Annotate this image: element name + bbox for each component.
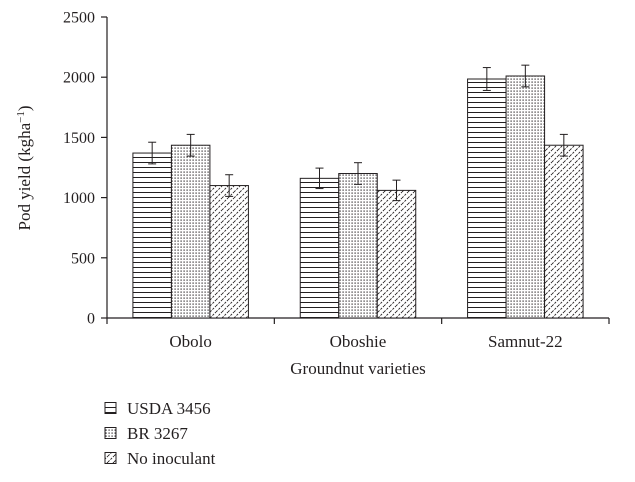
legend: USDA 3456 BR 3267 No inoculant bbox=[104, 399, 216, 468]
y-axis-label-close: ) bbox=[15, 105, 34, 111]
y-tick-label: 2000 bbox=[63, 70, 95, 87]
y-tick-label: 1500 bbox=[63, 130, 95, 147]
legend-label: BR 3267 bbox=[127, 424, 188, 443]
legend-swatch bbox=[104, 452, 117, 464]
legend-swatch bbox=[104, 402, 117, 414]
y-axis-ticks: 0 500 1000 1500 2000 2500 bbox=[63, 10, 107, 328]
bar bbox=[505, 75, 546, 319]
y-axis-label-sup: −1 bbox=[15, 111, 27, 123]
legend-label: No inoculant bbox=[127, 449, 216, 468]
x-tick-label: Samnut-22 bbox=[488, 332, 563, 351]
bar bbox=[132, 152, 172, 319]
y-axis-label-main: Pod yield (kgha bbox=[15, 122, 34, 230]
bar bbox=[376, 189, 417, 319]
bar bbox=[299, 177, 340, 319]
bar bbox=[209, 185, 249, 319]
bar bbox=[544, 144, 584, 319]
y-axis-label: Pod yield (kgha−1) bbox=[15, 105, 34, 230]
y-tick-label: 2500 bbox=[63, 10, 95, 27]
legend-label: USDA 3456 bbox=[127, 399, 211, 418]
y-tick-label: 500 bbox=[71, 250, 95, 267]
x-axis-label: Groundnut varieties bbox=[290, 359, 426, 378]
bar bbox=[467, 78, 507, 319]
bar bbox=[338, 173, 378, 319]
bar bbox=[170, 144, 211, 319]
bars bbox=[132, 75, 584, 319]
x-axis-ticks: Obolo Oboshie Samnut-22 bbox=[106, 318, 610, 351]
x-tick-label: Oboshie bbox=[330, 332, 387, 351]
y-tick-label: 1000 bbox=[63, 190, 95, 207]
y-tick-label: 0 bbox=[87, 311, 95, 328]
x-tick-label: Obolo bbox=[169, 332, 212, 351]
error-bars bbox=[148, 64, 568, 202]
legend-swatch bbox=[104, 427, 117, 439]
